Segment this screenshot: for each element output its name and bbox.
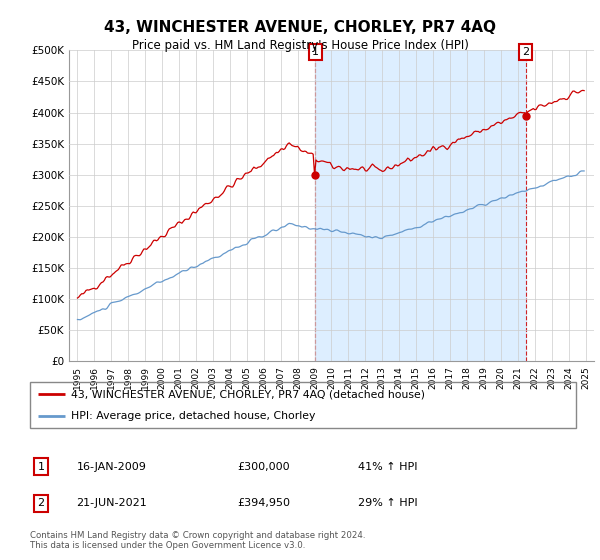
Text: 43, WINCHESTER AVENUE, CHORLEY, PR7 4AQ: 43, WINCHESTER AVENUE, CHORLEY, PR7 4AQ bbox=[104, 20, 496, 35]
Text: 21-JUN-2021: 21-JUN-2021 bbox=[76, 498, 147, 508]
Text: 43, WINCHESTER AVENUE, CHORLEY, PR7 4AQ (detached house): 43, WINCHESTER AVENUE, CHORLEY, PR7 4AQ … bbox=[71, 389, 425, 399]
Text: Price paid vs. HM Land Registry's House Price Index (HPI): Price paid vs. HM Land Registry's House … bbox=[131, 39, 469, 52]
Text: 29% ↑ HPI: 29% ↑ HPI bbox=[358, 498, 417, 508]
Text: HPI: Average price, detached house, Chorley: HPI: Average price, detached house, Chor… bbox=[71, 411, 316, 421]
Text: 16-JAN-2009: 16-JAN-2009 bbox=[76, 462, 146, 472]
Text: £394,950: £394,950 bbox=[238, 498, 290, 508]
Text: 1: 1 bbox=[37, 462, 44, 472]
Text: 1: 1 bbox=[312, 47, 319, 57]
Text: £300,000: £300,000 bbox=[238, 462, 290, 472]
Text: Contains HM Land Registry data © Crown copyright and database right 2024.
This d: Contains HM Land Registry data © Crown c… bbox=[30, 531, 365, 550]
Text: 2: 2 bbox=[522, 47, 529, 57]
Text: 41% ↑ HPI: 41% ↑ HPI bbox=[358, 462, 417, 472]
Text: 2: 2 bbox=[37, 498, 44, 508]
Bar bbox=[315, 50, 526, 361]
